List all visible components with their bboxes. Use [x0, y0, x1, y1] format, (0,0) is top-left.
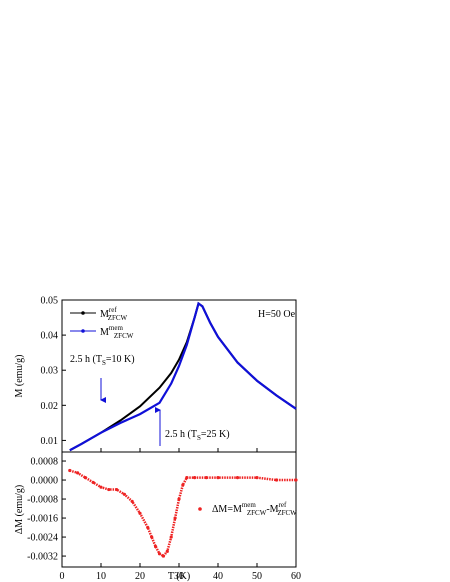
text-part: -M: [266, 504, 278, 515]
x-tick-label: 60: [291, 571, 301, 582]
y-tick-label: 0.05: [41, 296, 59, 307]
point: [157, 552, 162, 556]
point: [107, 487, 111, 492]
series-line: [69, 301, 297, 452]
point: [122, 492, 126, 496]
text-part: ref: [109, 306, 117, 314]
point: [294, 478, 298, 482]
text-part: =10 K): [106, 354, 135, 365]
annotation: 2.5 h (TS=10 K): [70, 354, 135, 367]
point: [99, 485, 103, 489]
legend-label: Mmem ZFCW: [100, 324, 134, 340]
point: [68, 468, 72, 473]
y-tick-label: 0.03: [41, 366, 59, 377]
y-tick-label: 0.0000: [31, 476, 59, 487]
point: [83, 476, 87, 480]
y-axis-title: M (emu/g): [14, 354, 25, 397]
y-tick-label: -0.0016: [27, 514, 58, 525]
y-tick-label: -0.0024: [27, 533, 58, 544]
point: [150, 535, 154, 539]
y-tick-label: 0.04: [41, 331, 59, 342]
point: [169, 535, 173, 539]
x-tick-label: 40: [213, 571, 223, 582]
text-part: ΔM=M: [212, 504, 242, 515]
annotation: H=50 Oe: [258, 309, 296, 320]
legend-marker: [81, 329, 85, 333]
point: [165, 549, 169, 553]
series-trace: [69, 469, 296, 558]
y-tick-label: -0.0008: [27, 495, 58, 506]
point: [115, 487, 119, 492]
point: [185, 476, 189, 480]
text-part: =25 K): [201, 429, 230, 440]
point: [235, 476, 240, 480]
text-part: M: [100, 327, 109, 338]
point: [161, 554, 165, 558]
point: [193, 476, 197, 480]
point: [146, 525, 150, 530]
text-part: S: [197, 434, 201, 442]
point: [216, 476, 220, 480]
point: [154, 544, 158, 549]
text-part: 2.5 h (T: [70, 354, 102, 365]
point: [255, 476, 259, 480]
legend-marker: [81, 311, 85, 315]
text-part: mem: [242, 501, 257, 509]
text-part: mem: [109, 324, 124, 332]
text-part: ref: [279, 501, 287, 509]
text-part: 2.5 h (T: [165, 429, 197, 440]
y-tick-label: 0.0008: [31, 457, 59, 468]
y-tick-label: 0.02: [41, 401, 59, 412]
legend-marker: [198, 507, 202, 511]
y-tick-label: -0.0032: [27, 552, 58, 563]
x-tick-label: 30: [174, 571, 184, 582]
text-part: M: [100, 309, 109, 320]
x-tick-label: 50: [252, 571, 262, 582]
x-tick-label: 10: [96, 571, 106, 582]
text-part: ZFCW: [114, 332, 134, 340]
text-part: ZFCW: [108, 314, 128, 322]
text-part: ZFCW: [277, 509, 297, 517]
point: [91, 480, 95, 485]
point: [177, 497, 181, 501]
y-tick-label: 0.01: [41, 436, 59, 447]
point: [138, 511, 142, 515]
annotation: 2.5 h (TS=25 K): [165, 429, 230, 442]
y-axis-title: ΔM (emu/g): [14, 485, 25, 534]
text-part: H=50 Oe: [258, 309, 296, 320]
point: [173, 516, 177, 520]
point: [181, 483, 185, 487]
point: [76, 471, 80, 475]
point: [204, 476, 208, 480]
legend-label: Mref ZFCW: [100, 306, 128, 322]
text-part: S: [102, 359, 106, 367]
x-tick-label: 20: [135, 571, 145, 582]
x-tick-label: 0: [60, 571, 65, 582]
x-axis-title: T (K): [168, 571, 190, 582]
legend-label: ΔM=Mmem ZFCW-Mref ZFCW: [212, 501, 297, 517]
point: [274, 478, 279, 482]
point: [130, 499, 134, 504]
text-part: ZFCW: [247, 509, 267, 517]
